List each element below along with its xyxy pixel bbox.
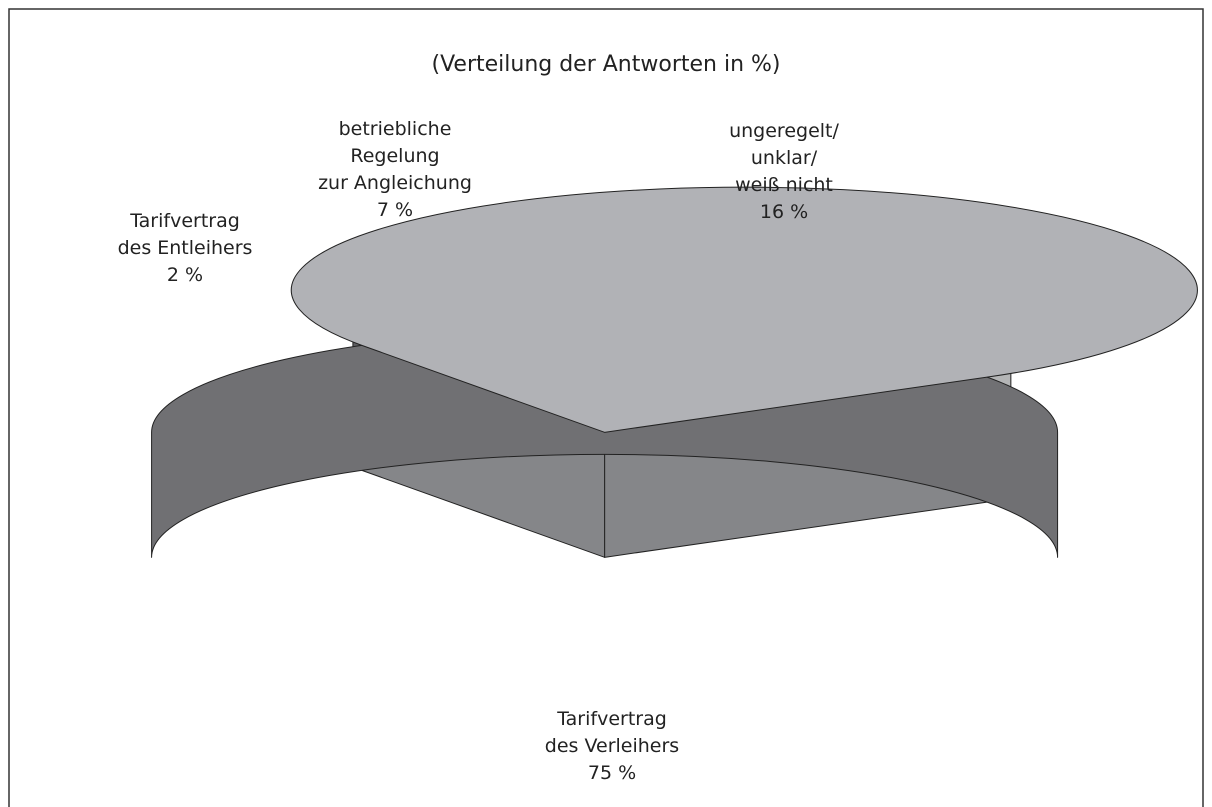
value-label: 7 % xyxy=(376,199,414,221)
slice-label: Tarifvertrag des Verleihers 75 % xyxy=(545,706,679,787)
slice-top xyxy=(290,186,1198,433)
chart-title: (Verteilung der Antworten in %) xyxy=(431,52,781,77)
frame xyxy=(8,8,1204,807)
slice-label: ungeregelt/ unklar/ weiß nicht 16 % xyxy=(729,118,839,226)
value-label: 75 % xyxy=(587,762,637,784)
category-label: Tarifvertrag des Verleihers xyxy=(544,708,680,757)
category-label: Tarifvertrag des Entleihers xyxy=(117,210,253,259)
category-label: betriebliche Regelung zur Angleichung xyxy=(318,118,472,194)
slice-label: Tarifvertrag des Entleihers 2 % xyxy=(118,208,253,289)
slice-label: betriebliche Regelung zur Angleichung 7 % xyxy=(318,116,472,224)
value-label: 16 % xyxy=(759,201,809,223)
value-label: 2 % xyxy=(166,264,204,286)
category-label: ungeregelt/ unklar/ weiß nicht xyxy=(729,120,839,196)
